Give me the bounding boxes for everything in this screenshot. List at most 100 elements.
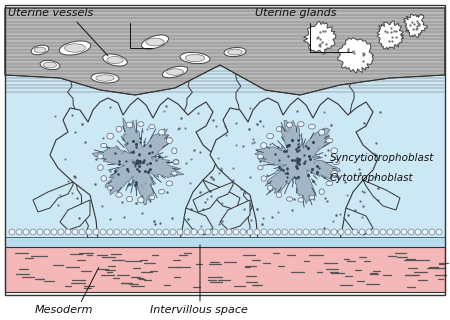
Bar — [5, 55, 445, 240]
Ellipse shape — [91, 73, 119, 83]
Ellipse shape — [261, 176, 266, 181]
Circle shape — [107, 229, 113, 235]
Ellipse shape — [98, 154, 104, 159]
Circle shape — [23, 229, 29, 235]
Circle shape — [149, 229, 155, 235]
Ellipse shape — [138, 122, 144, 126]
Ellipse shape — [261, 143, 267, 148]
Ellipse shape — [126, 122, 133, 128]
Polygon shape — [210, 98, 378, 240]
Circle shape — [79, 229, 85, 235]
Ellipse shape — [287, 197, 292, 201]
Polygon shape — [363, 180, 400, 210]
Ellipse shape — [276, 126, 282, 132]
Circle shape — [408, 229, 414, 235]
Circle shape — [233, 229, 239, 235]
Polygon shape — [404, 14, 428, 37]
Ellipse shape — [308, 124, 315, 129]
Ellipse shape — [98, 165, 103, 171]
Ellipse shape — [166, 69, 184, 75]
Circle shape — [387, 229, 393, 235]
Ellipse shape — [59, 41, 91, 55]
Circle shape — [37, 229, 43, 235]
Circle shape — [51, 229, 57, 235]
Ellipse shape — [297, 122, 304, 126]
Ellipse shape — [267, 185, 273, 190]
Ellipse shape — [31, 45, 49, 55]
Circle shape — [219, 229, 225, 235]
Ellipse shape — [326, 181, 333, 186]
Text: Intervillous space: Intervillous space — [150, 305, 248, 315]
Circle shape — [135, 229, 141, 235]
Circle shape — [268, 229, 274, 235]
Circle shape — [247, 229, 253, 235]
Circle shape — [30, 229, 36, 235]
Ellipse shape — [149, 124, 155, 129]
Circle shape — [317, 229, 323, 235]
Circle shape — [359, 229, 365, 235]
Polygon shape — [33, 182, 73, 212]
Ellipse shape — [333, 159, 339, 165]
Polygon shape — [193, 182, 233, 212]
Ellipse shape — [224, 47, 246, 57]
Circle shape — [58, 229, 64, 235]
Ellipse shape — [107, 133, 113, 139]
Polygon shape — [203, 180, 240, 210]
Ellipse shape — [171, 171, 177, 175]
Text: Cytotrophoblast: Cytotrophoblast — [330, 173, 414, 183]
Ellipse shape — [103, 54, 127, 66]
Circle shape — [226, 229, 232, 235]
Ellipse shape — [180, 52, 210, 64]
Ellipse shape — [319, 189, 324, 195]
Circle shape — [324, 229, 330, 235]
Circle shape — [345, 229, 351, 235]
Circle shape — [275, 229, 281, 235]
Ellipse shape — [185, 54, 205, 61]
Polygon shape — [220, 200, 250, 230]
Ellipse shape — [101, 176, 107, 181]
Ellipse shape — [333, 160, 339, 164]
Circle shape — [156, 229, 162, 235]
Ellipse shape — [173, 160, 179, 164]
Polygon shape — [184, 208, 213, 235]
Polygon shape — [5, 8, 445, 95]
Circle shape — [415, 229, 421, 235]
Ellipse shape — [166, 181, 173, 186]
Circle shape — [177, 229, 183, 235]
Circle shape — [422, 229, 428, 235]
Circle shape — [401, 229, 407, 235]
Circle shape — [65, 229, 71, 235]
Ellipse shape — [101, 143, 107, 148]
Circle shape — [9, 229, 15, 235]
Bar — [5, 237, 445, 247]
Circle shape — [86, 229, 92, 235]
Ellipse shape — [116, 126, 122, 132]
Ellipse shape — [326, 139, 333, 143]
Text: Uterine vessels: Uterine vessels — [8, 8, 93, 18]
Polygon shape — [304, 21, 336, 54]
Ellipse shape — [228, 49, 242, 55]
Ellipse shape — [141, 35, 168, 49]
Polygon shape — [60, 200, 90, 230]
Circle shape — [352, 229, 358, 235]
Circle shape — [16, 229, 22, 235]
Circle shape — [303, 229, 309, 235]
Circle shape — [366, 229, 372, 235]
Ellipse shape — [158, 130, 165, 135]
Circle shape — [114, 229, 120, 235]
Polygon shape — [50, 98, 218, 240]
Circle shape — [198, 229, 204, 235]
Ellipse shape — [172, 148, 177, 154]
Text: Mesoderm: Mesoderm — [35, 305, 94, 315]
Ellipse shape — [267, 133, 274, 139]
Polygon shape — [344, 208, 373, 235]
Ellipse shape — [319, 130, 325, 135]
Circle shape — [142, 229, 148, 235]
Circle shape — [436, 229, 442, 235]
Circle shape — [254, 229, 260, 235]
Text: Syncytiotrophoblast: Syncytiotrophoblast — [330, 153, 434, 163]
Circle shape — [380, 229, 386, 235]
Bar — [5, 247, 445, 292]
Circle shape — [394, 229, 400, 235]
Ellipse shape — [65, 44, 86, 52]
